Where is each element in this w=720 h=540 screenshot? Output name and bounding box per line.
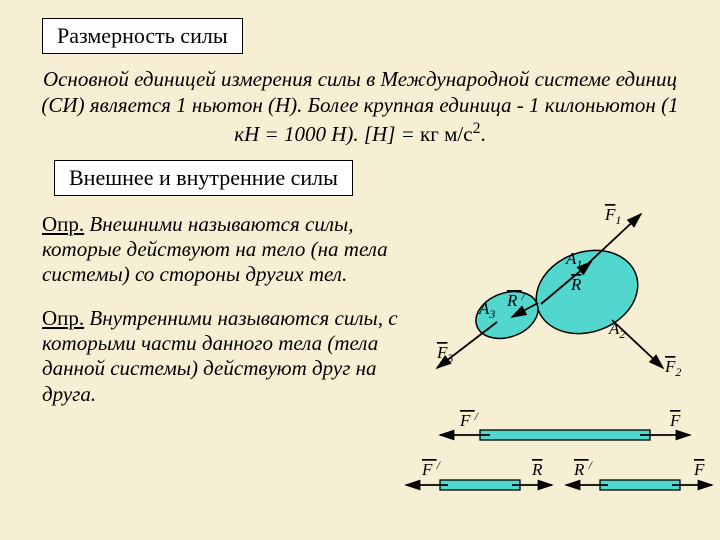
bar-rect-2b (600, 480, 680, 490)
definition-external: Опр. Внешними называются силы, которые д… (42, 212, 412, 288)
title-box-dimension: Размерность силы (42, 18, 243, 54)
main-text-body: Основной единицей измерения силы в Между… (41, 67, 678, 146)
opr-label-1: Опр. (42, 212, 84, 236)
label-a2: A2 (608, 319, 625, 341)
def2-text: Внутренними называются силы, с которыми … (42, 306, 398, 406)
bar-rect-1 (480, 430, 650, 440)
label-f2: F2 (664, 357, 681, 379)
label-rprime-bar2b: R / (573, 458, 594, 479)
title-box-forces: Внешнее и внутренние силы (54, 160, 353, 196)
period: . (480, 122, 485, 146)
label-f-bar2b: F (693, 460, 705, 479)
opr-label-2: Опр. (42, 306, 84, 330)
title-dimension-text: Размерность силы (57, 23, 228, 48)
main-paragraph: Основной единицей измерения силы в Между… (40, 66, 680, 147)
diagram-bars-2: F / R R / F (400, 455, 720, 505)
label-fprime-bar2a: F / (421, 458, 442, 479)
diagram-bar-1: F / F (430, 410, 710, 450)
label-r-body: R (570, 275, 582, 294)
main-text-tail: кг м/с (420, 122, 473, 146)
label-f1: F1 (604, 205, 621, 227)
label-f-bar1: F (669, 411, 681, 430)
diagram-body: F1 F2 F3 A1 A2 A3 R R / (405, 200, 705, 400)
definition-internal: Опр. Внутренними называются силы, с кото… (42, 306, 412, 407)
title-forces-text: Внешнее и внутренние силы (69, 165, 338, 190)
body-ellipse-1 (524, 237, 649, 348)
label-fprime-bar1: F / (459, 410, 480, 430)
def1-text: Внешними называются силы, которые действ… (42, 212, 388, 286)
bar-rect-2a (440, 480, 520, 490)
label-f3: F3 (436, 343, 453, 365)
label-r-bar2a: R (531, 460, 543, 479)
